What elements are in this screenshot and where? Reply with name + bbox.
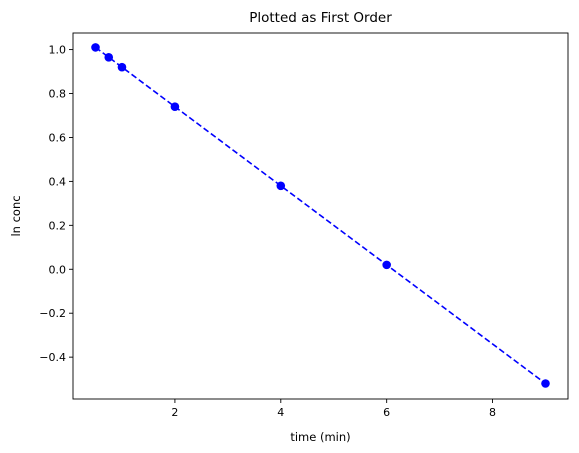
x-tick-label: 2 [171, 406, 178, 419]
y-tick-label: 0.2 [49, 219, 67, 232]
data-point [276, 181, 286, 191]
x-tick-label: 8 [489, 406, 496, 419]
y-axis-label: ln conc [9, 195, 23, 236]
y-tick-label: −0.4 [39, 351, 66, 364]
data-point [170, 102, 180, 112]
y-tick-label: 1.0 [49, 44, 67, 57]
data-points-group [91, 43, 550, 388]
y-tick-label: 0.6 [49, 131, 67, 144]
x-tick-label: 6 [383, 406, 390, 419]
data-point [541, 379, 550, 388]
data-point [382, 260, 391, 270]
x-axis-label: time (min) [290, 430, 350, 444]
x-axis-ticks: 2 4 6 8 [171, 399, 496, 419]
data-point [117, 62, 127, 72]
y-axis-ticks: −0.4 −0.2 0.0 0.2 0.4 0.6 0.8 1.0 [39, 44, 73, 364]
y-tick-label: 0.4 [49, 175, 67, 188]
y-tick-label: 0.0 [49, 263, 67, 276]
data-point [104, 52, 114, 62]
chart-title: Plotted as First Order [249, 10, 392, 26]
y-tick-label: −0.2 [39, 307, 66, 320]
y-tick-label: 0.8 [49, 88, 67, 101]
x-tick-label: 4 [277, 406, 284, 419]
plot-frame [72, 32, 569, 400]
data-point [91, 43, 100, 52]
